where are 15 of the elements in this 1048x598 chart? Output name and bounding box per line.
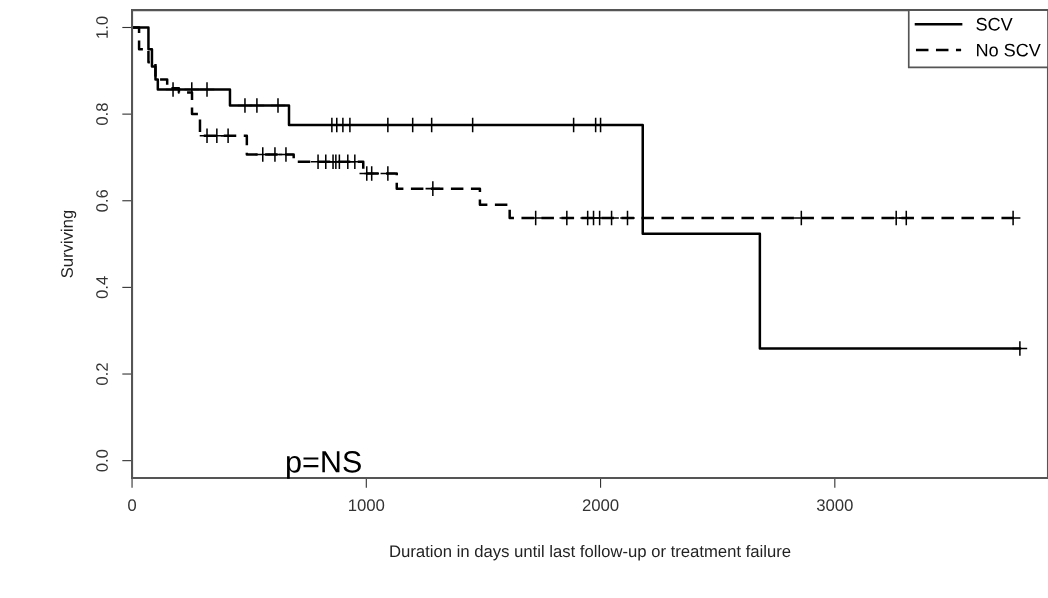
annotation: p=NS [286, 451, 361, 479]
y-tick-label: 0.6 [96, 189, 108, 212]
y-tick-label: 0.0 [96, 449, 108, 472]
y-tick-label: 0.4 [96, 276, 108, 299]
x-tick-label: 3000 [816, 499, 853, 512]
x-axis-title: Duration in days until last follow-up or treatment failure [390, 544, 791, 561]
y-tick-label: 0.8 [96, 103, 108, 126]
y-tick-label: 0.2 [96, 363, 108, 385]
x-tick-label: 0 [128, 499, 137, 512]
y-tick-label: 1.0 [96, 16, 108, 38]
y-axis-title: Surviving [60, 210, 77, 278]
legend-label: SCV [976, 17, 1013, 31]
legend-label: No SCV [977, 43, 1041, 57]
x-tick-label: 2000 [582, 499, 619, 512]
x-tick-label: 1000 [349, 499, 385, 512]
